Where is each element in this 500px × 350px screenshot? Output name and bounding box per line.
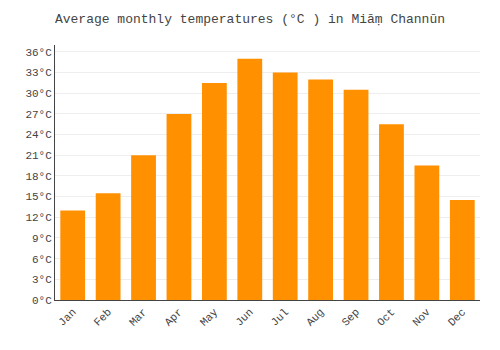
svg-text:Sep: Sep <box>340 306 362 328</box>
svg-text:Oct: Oct <box>375 306 397 328</box>
svg-text:Aug: Aug <box>304 306 326 328</box>
svg-text:May: May <box>198 306 221 329</box>
svg-text:Apr: Apr <box>162 306 184 328</box>
svg-text:12°C: 12°C <box>25 212 52 224</box>
svg-text:0°C: 0°C <box>32 295 52 307</box>
svg-text:Feb: Feb <box>92 306 114 328</box>
svg-text:33°C: 33°C <box>25 67 52 79</box>
svg-text:30°C: 30°C <box>25 88 52 100</box>
svg-text:Average monthly temperatures (: Average monthly temperatures (°C ) in Mi… <box>55 12 445 27</box>
svg-text:Jan: Jan <box>56 306 78 328</box>
svg-text:Mar: Mar <box>127 306 149 328</box>
svg-text:Jun: Jun <box>233 306 255 328</box>
svg-text:21°C: 21°C <box>25 150 52 162</box>
svg-text:9°C: 9°C <box>32 233 52 245</box>
svg-text:Nov: Nov <box>410 306 433 329</box>
svg-text:Dec: Dec <box>446 306 468 328</box>
svg-text:18°C: 18°C <box>25 171 52 183</box>
svg-text:Jul: Jul <box>269 306 291 328</box>
svg-text:24°C: 24°C <box>25 129 52 141</box>
svg-text:6°C: 6°C <box>32 254 52 266</box>
svg-text:3°C: 3°C <box>32 274 52 286</box>
svg-text:36°C: 36°C <box>25 47 52 59</box>
svg-text:15°C: 15°C <box>25 191 52 203</box>
svg-text:27°C: 27°C <box>25 109 52 121</box>
